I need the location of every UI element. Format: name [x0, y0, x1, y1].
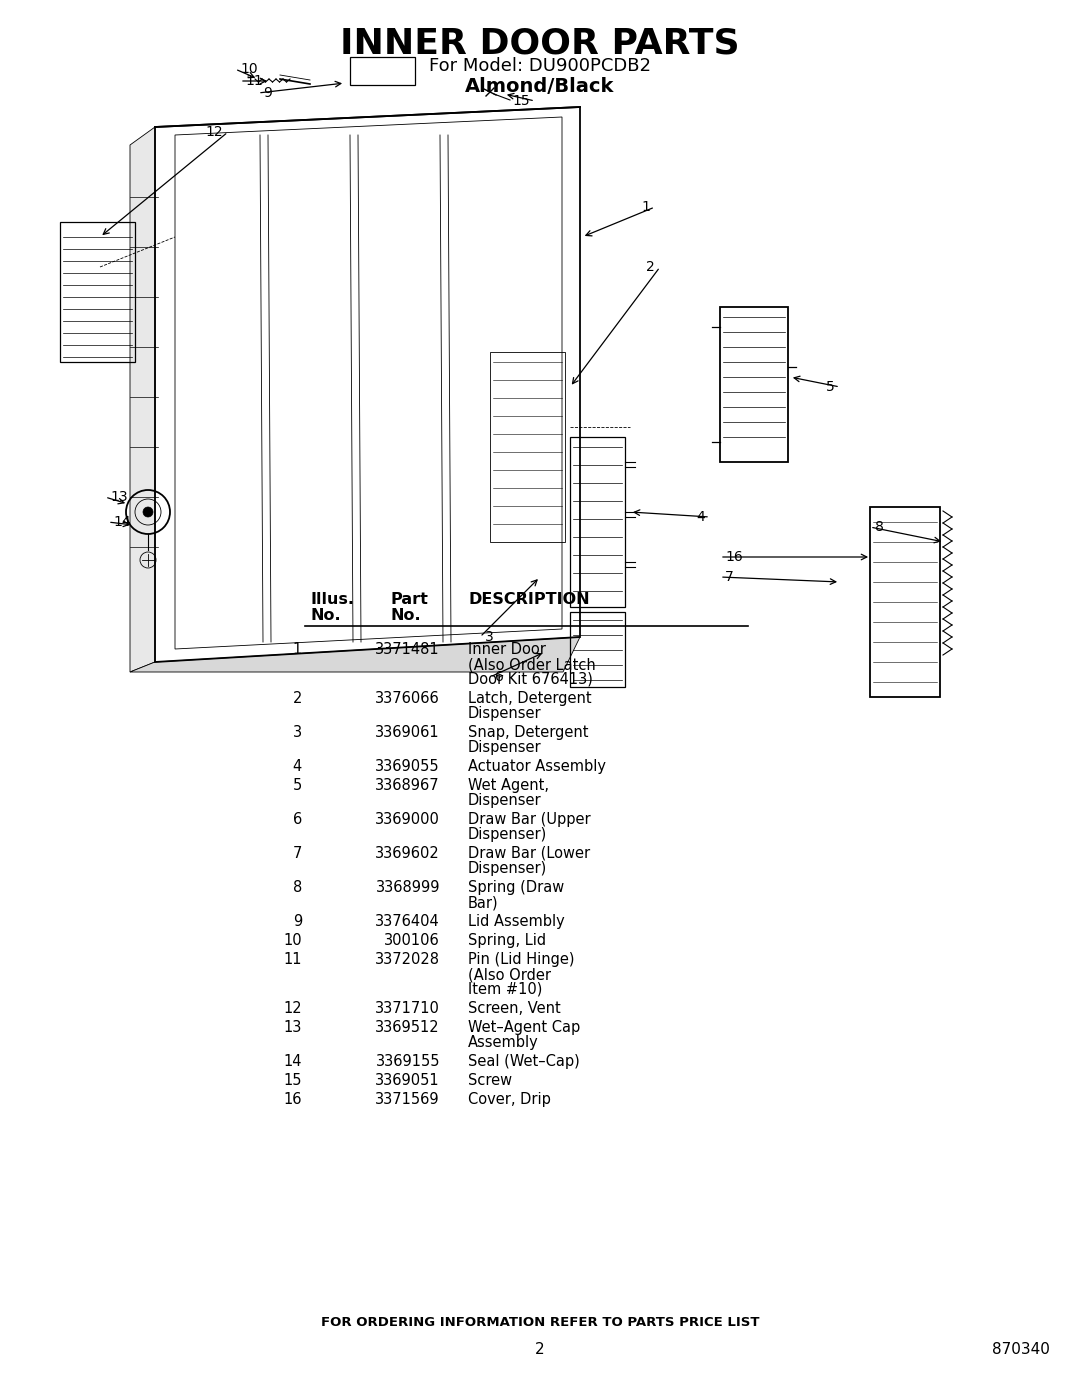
Bar	[870, 507, 940, 697]
Text: 11: 11	[245, 74, 262, 88]
Text: 2: 2	[536, 1343, 544, 1356]
Text: 870340: 870340	[993, 1343, 1050, 1356]
Text: 15: 15	[283, 1073, 302, 1088]
Text: 2: 2	[293, 692, 302, 705]
Text: Latch, Detergent: Latch, Detergent	[468, 692, 592, 705]
Text: 3369512: 3369512	[376, 1020, 440, 1035]
Text: Inner Door: Inner Door	[468, 643, 545, 657]
Text: 5: 5	[826, 380, 835, 394]
Text: 9: 9	[293, 914, 302, 929]
Bar	[570, 612, 625, 687]
Text: Door Kit 676413): Door Kit 676413)	[468, 672, 593, 687]
Text: 3369055: 3369055	[376, 759, 440, 774]
Text: Dispenser: Dispenser	[468, 793, 542, 807]
Text: 4: 4	[293, 759, 302, 774]
Text: Lid Assembly: Lid Assembly	[468, 914, 565, 929]
Text: Actuator Assembly: Actuator Assembly	[468, 759, 606, 774]
Text: Dispenser): Dispenser)	[468, 827, 548, 842]
Text: 8: 8	[875, 520, 883, 534]
Polygon shape	[130, 637, 580, 672]
Text: Illus.: Illus.	[310, 592, 354, 608]
Text: Snap, Detergent: Snap, Detergent	[468, 725, 589, 740]
Text: 13: 13	[110, 490, 127, 504]
Text: 16: 16	[283, 1092, 302, 1106]
Text: 3369155: 3369155	[376, 1053, 440, 1069]
Text: 12: 12	[205, 124, 222, 138]
Text: 3376066: 3376066	[375, 692, 440, 705]
Text: Bar): Bar)	[468, 895, 499, 909]
Text: 3372028: 3372028	[375, 951, 440, 967]
Text: 2: 2	[646, 260, 654, 274]
Text: FOR ORDERING INFORMATION REFER TO PARTS PRICE LIST: FOR ORDERING INFORMATION REFER TO PARTS …	[321, 1316, 759, 1329]
Text: Dispenser): Dispenser)	[468, 861, 548, 876]
Text: Spring (Draw: Spring (Draw	[468, 880, 564, 895]
Text: 8: 8	[293, 880, 302, 895]
Text: 3: 3	[293, 725, 302, 740]
Text: 3369061: 3369061	[376, 725, 440, 740]
Text: 11: 11	[283, 951, 302, 967]
Text: 300106: 300106	[384, 933, 440, 949]
Text: 7: 7	[725, 570, 733, 584]
Circle shape	[143, 507, 153, 517]
Text: 14: 14	[283, 1053, 302, 1069]
Bar	[350, 57, 415, 85]
Bar	[60, 222, 135, 362]
Text: 1: 1	[293, 643, 302, 657]
Text: Item #10): Item #10)	[468, 982, 542, 997]
Text: 16: 16	[725, 550, 743, 564]
Text: 3371569: 3371569	[376, 1092, 440, 1106]
Text: No.: No.	[390, 608, 420, 623]
Text: 15: 15	[512, 94, 530, 108]
Text: 3371481: 3371481	[376, 643, 440, 657]
Text: 3371710: 3371710	[375, 1002, 440, 1016]
Text: For Model: DU900PCDB2: For Model: DU900PCDB2	[429, 57, 651, 75]
Text: Assembly: Assembly	[468, 1035, 539, 1051]
Text: Screen, Vent: Screen, Vent	[468, 1002, 561, 1016]
Text: 3369051: 3369051	[376, 1073, 440, 1088]
Text: 6: 6	[293, 812, 302, 827]
Text: 10: 10	[240, 61, 258, 75]
Bar	[490, 352, 565, 542]
Text: 6: 6	[495, 671, 504, 685]
Text: (Also Order: (Also Order	[468, 967, 551, 982]
Text: 9: 9	[264, 87, 272, 101]
Text: INNER DOOR PARTS: INNER DOOR PARTS	[340, 27, 740, 61]
Text: (Also Order Latch: (Also Order Latch	[468, 657, 596, 672]
Text: 3369000: 3369000	[375, 812, 440, 827]
Text: Dispenser: Dispenser	[468, 705, 542, 721]
Text: Part: Part	[390, 592, 428, 608]
Text: 14: 14	[113, 515, 131, 529]
Text: Draw Bar (Upper: Draw Bar (Upper	[468, 812, 591, 827]
Text: 3: 3	[485, 630, 494, 644]
Text: 12: 12	[283, 1002, 302, 1016]
Text: 13: 13	[284, 1020, 302, 1035]
Text: Draw Bar (Lower: Draw Bar (Lower	[468, 847, 590, 861]
Text: Spring, Lid: Spring, Lid	[468, 933, 546, 949]
Text: 7: 7	[293, 847, 302, 861]
Text: 3368967: 3368967	[376, 778, 440, 793]
Text: 3369602: 3369602	[375, 847, 440, 861]
Text: 10: 10	[283, 933, 302, 949]
Text: 3368999: 3368999	[376, 880, 440, 895]
Text: 1: 1	[642, 200, 650, 214]
Text: Pin (Lid Hinge): Pin (Lid Hinge)	[468, 951, 575, 967]
Bar	[570, 437, 625, 608]
Text: Dispenser: Dispenser	[468, 740, 542, 754]
Text: Cover, Drip: Cover, Drip	[468, 1092, 551, 1106]
Text: Almond/Black: Almond/Black	[465, 77, 615, 96]
Polygon shape	[130, 127, 156, 672]
Text: Seal (Wet–Cap): Seal (Wet–Cap)	[468, 1053, 580, 1069]
Text: No.: No.	[310, 608, 340, 623]
Text: Wet Agent,: Wet Agent,	[468, 778, 549, 793]
Text: Wet–Agent Cap: Wet–Agent Cap	[468, 1020, 580, 1035]
Text: 5: 5	[293, 778, 302, 793]
Text: 4: 4	[697, 510, 705, 524]
Text: Screw: Screw	[468, 1073, 512, 1088]
Bar	[720, 307, 788, 462]
Text: DESCRIPTION: DESCRIPTION	[468, 592, 590, 608]
Text: 3376404: 3376404	[375, 914, 440, 929]
